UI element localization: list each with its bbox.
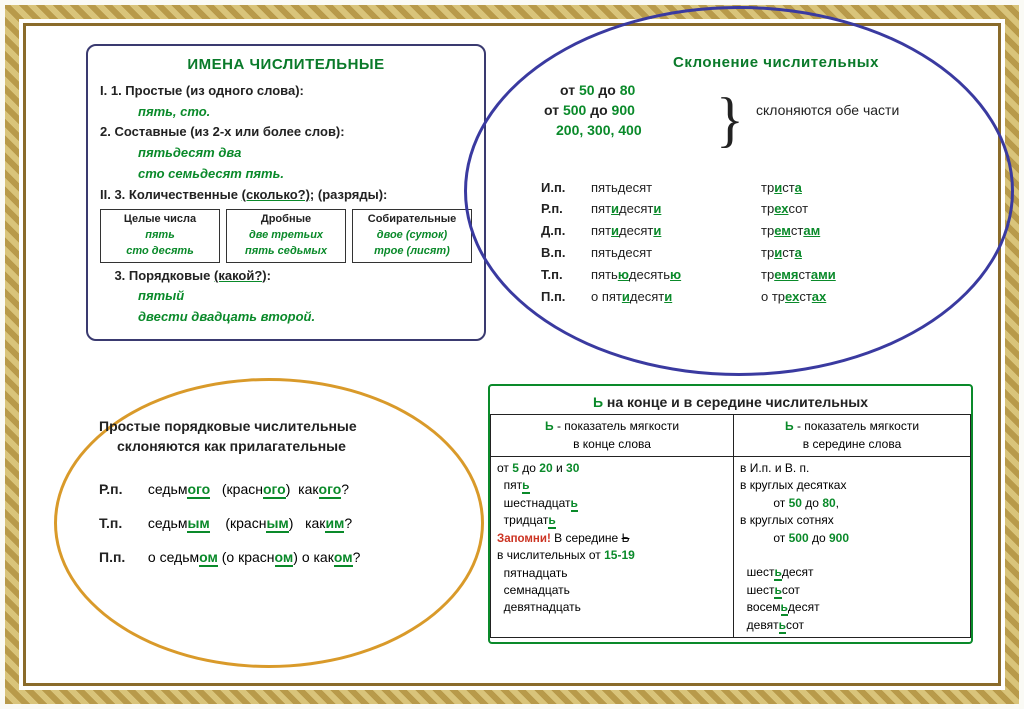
panel-declension: Склонение числительных от 50 до 80 от 50… [486, 34, 996, 369]
panel1-title: ИМЕНА ЧИСЛИТЕЛЬНЫЕ [100, 54, 472, 76]
declension-table: И.п.пятьдесяттриста Р.п.пятидесятитрехсо… [541, 179, 976, 307]
b1-compound-ex2: сто семьдесят пять. [100, 165, 472, 184]
brace-icon: } [716, 76, 744, 164]
b3-row-rp: Р.п. седьмого (красного) какого? [99, 479, 444, 499]
subcell-whole: Целые числа пять сто десять [100, 209, 220, 263]
b1-simple-label: I. 1. Простые (из одного слова): [100, 82, 472, 101]
b3-line1: Простые порядковые числительные [99, 416, 444, 436]
b1-subtypes-row: Целые числа пять сто десять Дробные две … [100, 209, 472, 263]
panel-numeral-types: ИМЕНА ЧИСЛИТЕЛЬНЫЕ I. 1. Простые (из одн… [86, 44, 486, 341]
b3-row-tp: Т.п. седьмым (красным) каким? [99, 513, 444, 533]
b4-col1-header: Ь - показатель мягкостив конце слова [491, 415, 734, 457]
b1-ordinal-label: 3. Порядковые (какой?): [100, 267, 472, 286]
panel2-title: Склонение числительных [536, 52, 976, 74]
b1-simple-ex: пять, сто. [100, 103, 472, 122]
subcell-fraction: Дробные две третьих пять седьмых [226, 209, 346, 263]
panel-soft-sign: Ь на конце и в середине числительных Ь -… [488, 384, 973, 644]
b3-row-pp: П.п. о седьмом (о красном) о каком? [99, 547, 444, 567]
b4-left-cell: от 5 до 20 и 30 пять шестнадцать тридцат… [491, 457, 734, 638]
range-1: от 50 до 80 [536, 80, 976, 100]
b4-col2-header: Ь - показатель мягкостив середине слова [734, 415, 971, 457]
panel-ordinal-adj: Простые порядковые числительные склоняют… [64, 388, 474, 658]
b1-ordinal-ex2: двести двадцать второй. [100, 308, 472, 327]
content-area: ИМЕНА ЧИСЛИТЕЛЬНЫЕ I. 1. Простые (из одн… [26, 26, 998, 683]
soft-sign-table: Ь - показатель мягкостив конце слова Ь -… [490, 414, 971, 638]
b1-ordinal-ex1: пятый [100, 287, 472, 306]
range-3: 200, 300, 400 [536, 120, 976, 140]
b1-compound-label: 2. Составные (из 2-х или более слов): [100, 123, 472, 142]
b4-title: Ь на конце и в середине числительных [490, 390, 971, 414]
b4-right-cell: в И.п. и В. п. в круглых десятках от 50 … [734, 457, 971, 638]
subcell-collective: Собирательные двое (суток) трое (лисят) [352, 209, 472, 263]
decorative-frame-inner: ИМЕНА ЧИСЛИТЕЛЬНЫЕ I. 1. Простые (из одн… [23, 23, 1001, 686]
both-parts-note: склоняются обе части [756, 100, 899, 120]
b1-quant-label: II. 3. Количественные (сколько?); (разря… [100, 186, 472, 205]
b1-compound-ex1: пятьдесят два [100, 144, 472, 163]
b3-line2: склоняются как прилагательные [99, 436, 444, 456]
decorative-frame-outer: ИМЕНА ЧИСЛИТЕЛЬНЫЕ I. 1. Простые (из одн… [5, 5, 1019, 704]
